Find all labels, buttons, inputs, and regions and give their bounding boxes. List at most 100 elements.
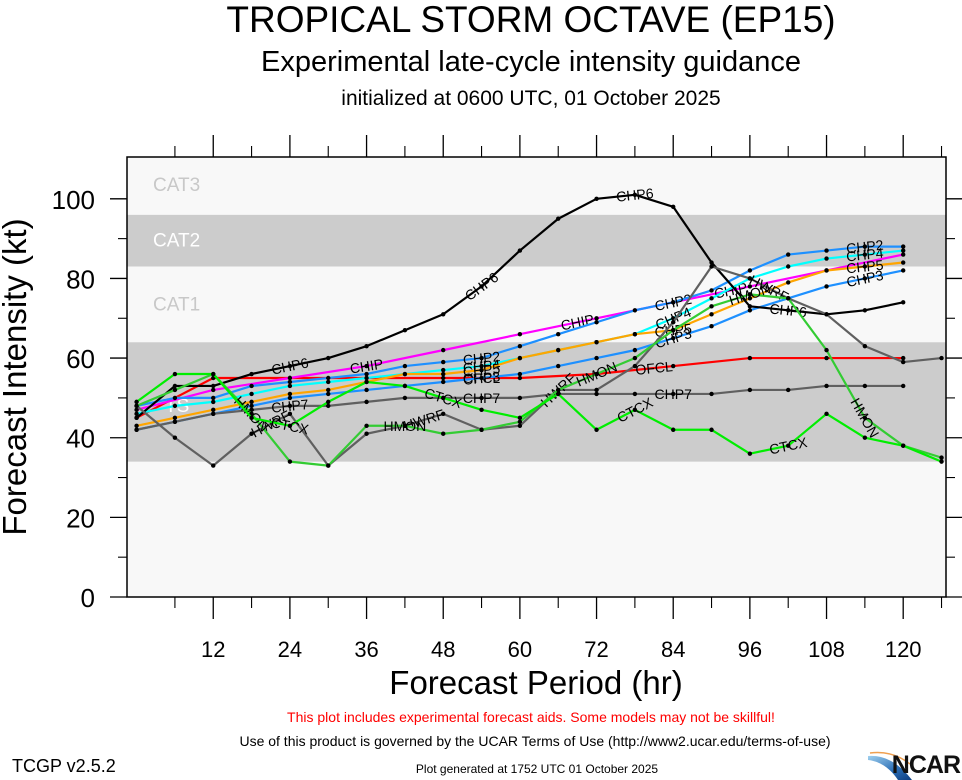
data-point — [709, 304, 714, 309]
data-point — [939, 455, 944, 460]
data-point — [594, 427, 599, 432]
data-point — [479, 367, 484, 373]
data-point — [326, 463, 331, 468]
data-point — [517, 355, 523, 361]
experimental-warning: This plot includes experimental forecast… — [287, 709, 775, 725]
data-point — [402, 371, 408, 377]
data-point — [441, 312, 446, 317]
data-point — [326, 399, 331, 405]
plot-frame — [126, 156, 947, 598]
x-tick-label: 36 — [354, 637, 378, 662]
data-point — [287, 383, 293, 389]
data-point — [134, 411, 139, 417]
data-point — [172, 415, 178, 421]
data-point — [594, 371, 599, 377]
band-cat2 — [127, 214, 946, 267]
data-point — [862, 435, 868, 440]
y-tick-label: 60 — [66, 344, 95, 374]
data-point — [862, 343, 868, 349]
data-point — [594, 196, 599, 202]
data-point — [441, 367, 446, 373]
data-point — [287, 411, 293, 417]
series-chp7: CHP7 CHP7 CHP7 — [134, 383, 906, 432]
data-point — [326, 375, 331, 381]
data-point — [709, 260, 714, 265]
data-point — [287, 395, 293, 401]
y-axis-label: Forecast Intensity (kt) — [0, 218, 33, 535]
data-point — [249, 391, 254, 397]
data-point — [671, 320, 676, 325]
ncar-logo-swoosh-icon — [868, 751, 912, 780]
data-point — [517, 331, 523, 337]
data-point — [172, 419, 178, 424]
data-point — [671, 427, 676, 432]
data-point — [517, 395, 523, 401]
data-point — [364, 387, 369, 393]
data-point — [671, 391, 676, 397]
series-label-chip: CHIP — [559, 311, 595, 333]
data-point — [441, 379, 446, 385]
data-point — [824, 411, 829, 417]
generated-time: Plot generated at 1752 UTC 01 October 20… — [415, 762, 659, 776]
data-point — [824, 312, 829, 317]
data-point — [900, 244, 906, 249]
band-cat1 — [127, 266, 946, 343]
data-point — [824, 383, 829, 389]
data-point — [632, 363, 638, 369]
data-point — [172, 395, 178, 401]
data-point — [249, 383, 254, 389]
x-tick-label: 12 — [201, 637, 225, 662]
band-cat3 — [127, 157, 946, 215]
data-point — [594, 339, 599, 345]
data-point — [172, 435, 178, 440]
series-label-ofcl: OFCL — [635, 358, 674, 378]
data-point — [172, 371, 178, 377]
data-point — [900, 383, 906, 389]
init-time: initialized at 0600 UTC, 01 October 2025 — [341, 87, 721, 110]
x-tick-label: 48 — [431, 637, 455, 662]
y-tick-label: 20 — [66, 503, 95, 533]
data-point — [709, 296, 714, 301]
data-point — [786, 308, 791, 313]
data-point — [824, 355, 829, 361]
data-point — [479, 375, 484, 381]
band-label-cat3: CAT3 — [153, 175, 200, 196]
data-point — [364, 363, 369, 369]
data-point — [671, 300, 676, 305]
chart-subtitle: Experimental late-cycle intensity guidan… — [261, 46, 801, 78]
data-point — [287, 379, 293, 385]
axes: 12 24 36 48 60 72 84 96 108 120 0 20 40 60 80 100 — [52, 135, 962, 662]
data-point — [632, 331, 638, 337]
data-point — [287, 423, 293, 428]
series-label-chp5: CHP5 — [462, 360, 501, 380]
data-point — [594, 316, 599, 321]
y-tick-label: 80 — [66, 264, 95, 294]
data-point — [402, 395, 408, 401]
version-label: TCGP v2.5.2 — [12, 756, 116, 776]
data-point — [211, 383, 216, 389]
data-point — [900, 252, 906, 257]
data-point — [747, 387, 753, 393]
series-label-ctcx: CTCX — [270, 414, 311, 438]
data-point — [402, 383, 408, 389]
data-point — [786, 264, 791, 269]
data-point — [862, 383, 868, 389]
data-point — [556, 363, 561, 369]
data-point — [709, 324, 714, 329]
data-point — [632, 308, 638, 313]
data-point — [517, 371, 523, 377]
data-point — [326, 403, 331, 409]
series-label-chp4: CHP4 — [845, 245, 884, 265]
data-point — [862, 415, 868, 421]
data-point — [709, 427, 714, 432]
data-point — [441, 347, 446, 353]
data-point — [632, 407, 638, 413]
data-point — [479, 363, 484, 369]
data-point — [556, 391, 561, 397]
series-label-chp5: CHP5 — [845, 257, 884, 277]
data-point — [479, 395, 484, 401]
x-tick-label: 84 — [661, 637, 685, 662]
data-point — [862, 244, 868, 249]
data-point — [786, 387, 791, 393]
